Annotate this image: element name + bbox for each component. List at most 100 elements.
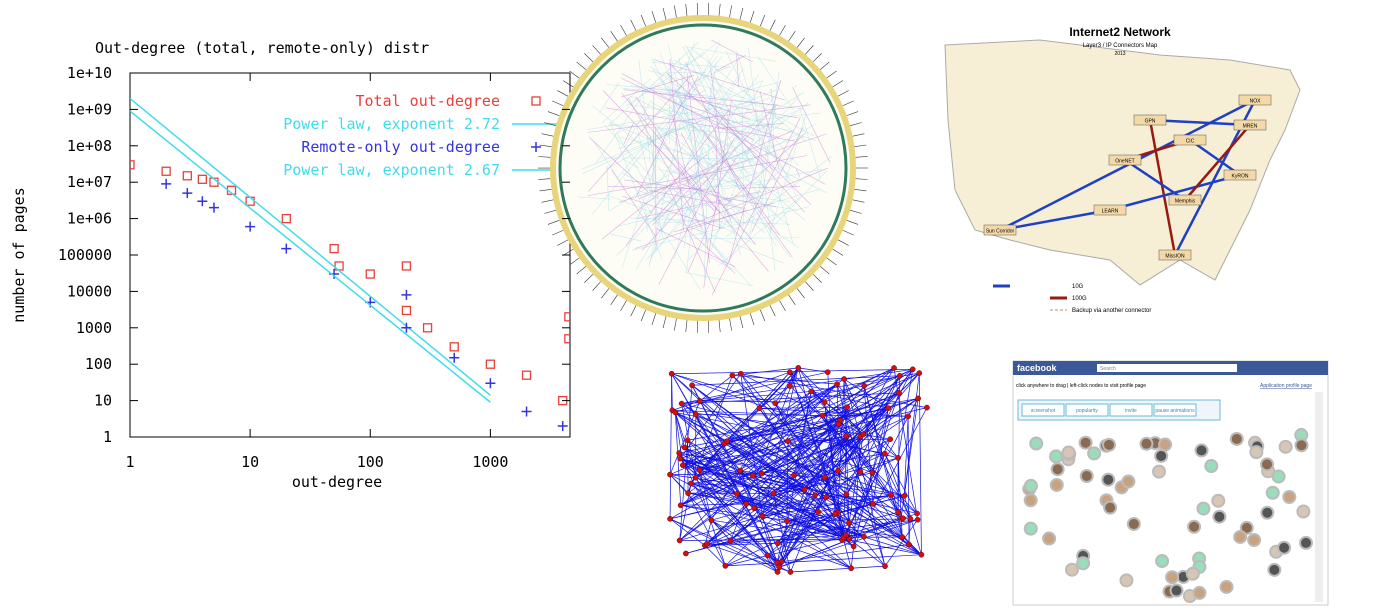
friend-node xyxy=(1196,444,1208,456)
friend-node xyxy=(1043,533,1055,545)
node-label: MREN xyxy=(1243,124,1258,130)
friend-node xyxy=(1025,523,1037,535)
point xyxy=(565,335,573,343)
friend-node xyxy=(1187,568,1199,580)
node xyxy=(791,473,796,478)
map-legend: Backup via another connector xyxy=(1072,308,1151,314)
point xyxy=(281,244,291,254)
point xyxy=(558,421,568,431)
node xyxy=(906,414,911,419)
label-tick xyxy=(856,179,868,180)
node xyxy=(738,468,743,473)
node xyxy=(862,383,867,388)
label-tick xyxy=(827,71,837,78)
friend-node xyxy=(1159,439,1171,451)
label-tick xyxy=(770,306,775,317)
label-tick xyxy=(820,62,829,70)
label-tick xyxy=(797,289,804,298)
label-tick xyxy=(789,295,796,305)
y-tick-label: 100000 xyxy=(58,246,112,264)
label-tick xyxy=(797,38,804,47)
friend-node xyxy=(1213,511,1225,523)
node xyxy=(820,413,825,418)
node xyxy=(888,437,893,442)
node xyxy=(785,439,790,444)
label-tick xyxy=(620,25,626,35)
label-tick xyxy=(740,316,743,328)
node xyxy=(861,432,866,437)
node xyxy=(882,564,887,569)
label-tick xyxy=(674,319,676,331)
friend-node xyxy=(1153,466,1165,478)
label-tick xyxy=(730,6,732,18)
node xyxy=(845,405,850,410)
friend-node xyxy=(1171,585,1183,597)
edge xyxy=(908,416,909,544)
label-tick xyxy=(652,314,656,325)
node xyxy=(796,365,801,370)
friend-node xyxy=(1050,450,1062,462)
friend-node xyxy=(1077,557,1089,569)
label-tick xyxy=(674,6,676,18)
node xyxy=(678,503,683,508)
point xyxy=(182,188,192,198)
friend-node xyxy=(1122,476,1134,488)
node-label: MissION xyxy=(1165,254,1185,260)
fb-search[interactable]: Search xyxy=(1100,366,1116,372)
label-tick xyxy=(601,289,608,298)
fb-logo: facebook xyxy=(1017,363,1058,373)
friend-node xyxy=(1104,502,1116,514)
label-tick xyxy=(789,31,796,41)
node xyxy=(750,473,755,478)
friend-node xyxy=(1221,581,1233,593)
point xyxy=(162,167,170,175)
label-tick xyxy=(611,31,618,41)
node xyxy=(824,495,829,500)
node xyxy=(667,472,672,477)
node xyxy=(788,569,793,574)
point xyxy=(197,196,207,206)
node xyxy=(693,475,698,480)
edge xyxy=(691,483,849,522)
fb-button-label: popularity xyxy=(1076,408,1098,414)
point xyxy=(486,360,494,368)
friend-node xyxy=(1297,505,1309,517)
node xyxy=(752,506,757,511)
friend-node xyxy=(1283,491,1295,503)
label-tick xyxy=(563,249,573,255)
node xyxy=(843,532,848,537)
node xyxy=(689,481,694,486)
friend-node xyxy=(1025,494,1037,506)
friend-node xyxy=(1166,571,1178,583)
node xyxy=(689,383,694,388)
node xyxy=(888,492,893,497)
node-label: GPN xyxy=(1145,119,1156,125)
x-axis-label: out-degree xyxy=(292,473,382,491)
label-tick xyxy=(843,230,854,235)
label-tick xyxy=(719,4,720,16)
map-legend: 100G xyxy=(1072,296,1087,302)
y-tick-label: 10000 xyxy=(67,282,112,300)
node xyxy=(744,501,749,506)
label-tick xyxy=(542,134,554,136)
node-label: Memphis xyxy=(1175,199,1196,205)
point xyxy=(402,306,410,314)
fb-link[interactable]: Application profile page xyxy=(1260,383,1312,389)
facebook-app: facebook Search click anywhere to drag |… xyxy=(1013,361,1328,605)
label-tick xyxy=(542,200,554,202)
label-tick xyxy=(563,81,573,87)
label-tick xyxy=(805,282,813,291)
label-tick xyxy=(847,220,858,224)
node xyxy=(835,468,840,473)
label-tick xyxy=(548,220,559,224)
edge xyxy=(851,546,854,568)
label-tick xyxy=(750,314,754,325)
legend: Total out-degreePower law, exponent 2.72… xyxy=(283,92,560,179)
point xyxy=(209,203,219,213)
y-tick-label: 1 xyxy=(103,428,112,446)
map-year: 2013 xyxy=(1114,51,1125,57)
friend-node xyxy=(1250,446,1262,458)
label-tick xyxy=(813,53,822,61)
node xyxy=(673,410,678,415)
friend-node xyxy=(1052,463,1064,475)
